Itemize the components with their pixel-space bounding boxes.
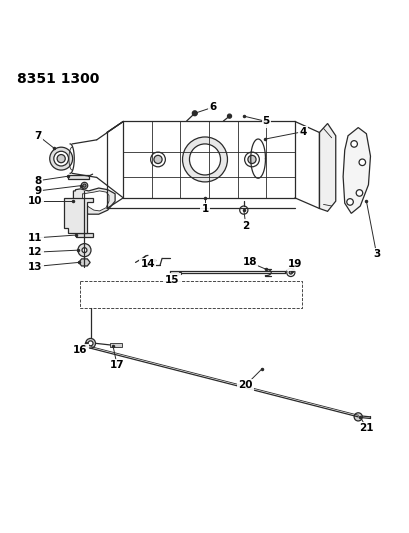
Text: 11: 11 — [28, 233, 43, 243]
Text: 2: 2 — [242, 221, 249, 231]
Text: 12: 12 — [28, 247, 43, 257]
Text: 4: 4 — [299, 127, 306, 136]
Text: 18: 18 — [242, 257, 256, 268]
Polygon shape — [79, 259, 90, 266]
Polygon shape — [73, 188, 115, 214]
Circle shape — [150, 152, 165, 167]
Circle shape — [350, 141, 357, 147]
Text: 5: 5 — [262, 116, 269, 126]
Polygon shape — [82, 191, 109, 211]
Circle shape — [239, 206, 247, 214]
Circle shape — [88, 341, 93, 346]
Text: 16: 16 — [73, 345, 88, 356]
Circle shape — [346, 199, 353, 205]
Polygon shape — [342, 127, 370, 213]
Text: 1: 1 — [201, 204, 208, 214]
Circle shape — [244, 152, 259, 167]
Circle shape — [353, 413, 362, 421]
Polygon shape — [319, 124, 335, 212]
Circle shape — [153, 155, 162, 164]
Text: 7: 7 — [34, 131, 42, 141]
Text: 17: 17 — [110, 360, 124, 370]
Text: 6: 6 — [209, 102, 216, 112]
Text: 8351 1300: 8351 1300 — [17, 72, 99, 86]
Text: 19: 19 — [287, 260, 301, 270]
Circle shape — [358, 159, 365, 166]
FancyBboxPatch shape — [76, 233, 92, 237]
Circle shape — [85, 338, 95, 348]
Text: 21: 21 — [358, 423, 373, 433]
Text: 9: 9 — [35, 186, 42, 196]
Circle shape — [189, 144, 220, 175]
Text: 8: 8 — [35, 176, 42, 185]
Circle shape — [182, 137, 227, 182]
Circle shape — [288, 271, 292, 274]
Circle shape — [192, 111, 197, 116]
Circle shape — [57, 155, 65, 163]
Circle shape — [54, 151, 68, 166]
Text: 20: 20 — [238, 380, 252, 390]
Circle shape — [227, 114, 231, 118]
Circle shape — [83, 184, 86, 187]
Polygon shape — [64, 198, 92, 233]
Circle shape — [82, 248, 87, 253]
Circle shape — [49, 147, 72, 170]
Text: 10: 10 — [28, 196, 43, 206]
Text: 15: 15 — [165, 274, 179, 285]
Text: 14: 14 — [140, 260, 155, 270]
Circle shape — [78, 244, 91, 257]
Text: 3: 3 — [372, 249, 379, 259]
Circle shape — [355, 190, 362, 196]
Text: 13: 13 — [28, 262, 43, 271]
FancyBboxPatch shape — [110, 343, 122, 347]
Circle shape — [247, 155, 256, 164]
Circle shape — [81, 182, 88, 189]
FancyBboxPatch shape — [68, 175, 88, 180]
Circle shape — [286, 268, 294, 277]
